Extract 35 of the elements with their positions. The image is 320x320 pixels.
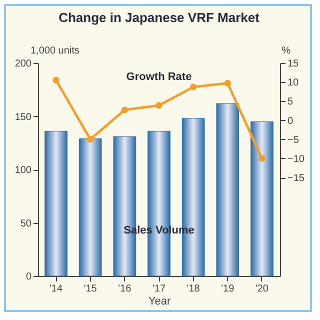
x-tick-label: '16 (118, 284, 132, 294)
x-axis-title: Year (148, 296, 171, 308)
point (156, 102, 162, 109)
y2-tick-label: 5 (288, 96, 294, 108)
y-tick-label: 0 (26, 272, 32, 282)
y2-tick-label: 15 (288, 58, 300, 70)
y-axis-title: 1,000 units (30, 46, 80, 56)
y2-tick-label: −10 (288, 154, 305, 165)
point (224, 80, 232, 87)
y-tick-label: 100 (14, 165, 32, 176)
point (258, 155, 266, 162)
y2-axis-title: % (282, 46, 291, 56)
y2-tick-label: 10 (288, 78, 300, 89)
x-tick-label: '18 (186, 284, 200, 294)
y2-tick-label: 0 (288, 116, 294, 127)
point (121, 106, 128, 114)
y2-tick-label: −15 (288, 173, 305, 184)
y-tick-label: 200 (14, 58, 32, 70)
series-label: Growth Rate (126, 71, 192, 83)
bar (78, 138, 102, 276)
x-tick-label: '14 (50, 284, 63, 294)
bar (44, 130, 68, 276)
point (190, 84, 197, 90)
x-tick-label: '17 (152, 284, 166, 294)
bar (250, 121, 274, 276)
y-tick-label: 150 (14, 112, 32, 123)
y-tick-label: 50 (20, 218, 32, 230)
point (52, 76, 60, 84)
x-tick-label: '19 (221, 284, 235, 294)
x-tick-label: '20 (255, 284, 269, 294)
chart-title: Change in Japanese VRF Market (58, 10, 260, 25)
x-tick-label: '15 (84, 284, 98, 294)
point (86, 136, 94, 143)
bar (216, 103, 240, 276)
y2-tick-label: −5 (288, 134, 300, 146)
